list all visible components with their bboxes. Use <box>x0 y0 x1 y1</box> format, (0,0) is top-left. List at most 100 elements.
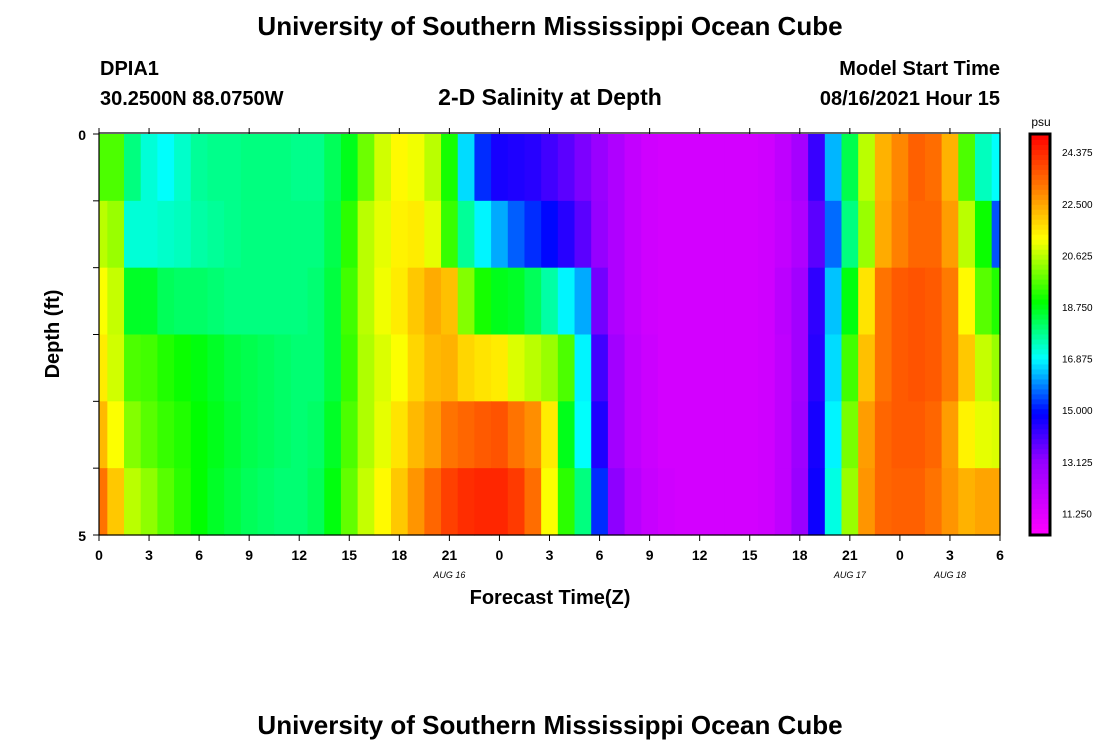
heatmap-cell <box>557 267 576 336</box>
heatmap-cell <box>240 134 259 202</box>
heatmap-cell <box>340 334 359 402</box>
heatmap-cell <box>891 468 909 536</box>
heatmap-cell <box>708 401 726 469</box>
heatmap-cell <box>457 134 476 202</box>
heatmap-cell <box>207 401 225 469</box>
heatmap-cell <box>924 401 943 469</box>
heatmap-cell <box>641 134 659 202</box>
heatmap-cell <box>791 200 809 269</box>
heatmap-cell <box>991 468 1001 536</box>
heatmap-cell <box>724 267 742 336</box>
heatmap-cell <box>858 401 876 469</box>
heatmap-cell <box>224 134 242 202</box>
heatmap-cell <box>657 468 676 536</box>
heatmap-cell <box>340 401 359 469</box>
heatmap-cell <box>207 334 225 402</box>
heatmap-cell <box>324 134 342 202</box>
heatmap-cell <box>591 267 609 336</box>
colorbar-tick-label: 24.375 <box>1062 148 1093 159</box>
x-tick-label: 0 <box>496 547 504 563</box>
x-tick-label: 0 <box>95 547 103 563</box>
heatmap-cell <box>190 334 209 402</box>
heatmap-cell <box>507 267 526 336</box>
x-tick-label: 21 <box>842 547 858 563</box>
y-tick-label: 5 <box>78 528 86 544</box>
heatmap-cell <box>657 401 676 469</box>
colorbar-swatch <box>1031 524 1049 530</box>
heatmap-cell <box>274 267 292 336</box>
heatmap-cell <box>758 334 776 402</box>
heatmap-cell <box>791 468 809 536</box>
heatmap-cell <box>190 267 209 336</box>
heatmap-cell <box>574 267 592 336</box>
page-title: University of Southern Mississippi Ocean… <box>257 11 842 41</box>
colorbar-swatch <box>1031 514 1049 520</box>
heatmap-cell <box>457 334 476 402</box>
heatmap-cell <box>257 401 275 469</box>
heatmap-cell <box>390 200 409 269</box>
heatmap-cell <box>624 134 642 202</box>
colorbar-swatch <box>1031 184 1049 191</box>
colorbar-swatch <box>1031 459 1049 465</box>
heatmap-cell <box>357 134 375 202</box>
heatmap-cell <box>140 401 158 469</box>
heatmap-cell <box>708 334 726 402</box>
x-tick-label: 3 <box>946 547 954 563</box>
heatmap-cell <box>240 401 259 469</box>
heatmap-cell <box>841 267 859 336</box>
colorbar-ticks: 24.375 22.500 20.625 18.750 16.875 15.000 13.1… <box>1062 148 1093 520</box>
colorbar-tick-label: 22.500 <box>1062 200 1093 211</box>
colorbar-swatch <box>1031 139 1049 146</box>
heatmap-cell <box>357 468 375 536</box>
heatmap-cell <box>741 401 759 469</box>
x-axis: 0 3 6 9 12 15 18 21 0 3 6 9 12 15 18 21 0 3 6 AUG 16 AUG 17 A… <box>95 128 1004 580</box>
heatmap-cell <box>157 267 175 336</box>
colorbar-swatch <box>1031 329 1049 336</box>
colorbar-swatch <box>1031 159 1049 166</box>
heatmap-cell <box>641 334 659 402</box>
heatmap-cell <box>274 134 292 202</box>
colorbar-swatch <box>1031 269 1049 276</box>
heatmap-cell <box>374 134 392 202</box>
colorbar-swatch <box>1031 419 1049 425</box>
heatmap-cell <box>991 267 1001 336</box>
colorbar-swatch <box>1031 374 1049 380</box>
colorbar-swatch <box>1031 194 1049 201</box>
heatmap-cell <box>307 134 325 202</box>
heatmap-cell <box>824 134 843 202</box>
heatmap-cell <box>290 267 309 336</box>
heatmap-cell <box>274 468 292 536</box>
x-tick-label: 6 <box>596 547 604 563</box>
heatmap-cell <box>674 468 692 536</box>
heatmap-cell <box>841 200 859 269</box>
heatmap-cell <box>457 200 476 269</box>
colorbar-frame <box>1028 132 1052 537</box>
heatmap-cell <box>591 334 609 402</box>
colorbar-swatch <box>1031 344 1049 351</box>
heatmap-cell <box>824 267 843 336</box>
heatmap-cell <box>290 334 309 402</box>
colorbar-swatch <box>1031 204 1049 211</box>
colorbar-swatch <box>1031 229 1049 236</box>
heatmap-cell <box>791 334 809 402</box>
heatmap-cell <box>474 334 492 402</box>
colorbar-swatch <box>1031 494 1049 500</box>
date-label: AUG 18 <box>933 570 966 580</box>
heatmap-cell <box>257 468 275 536</box>
heatmap-cell <box>157 200 175 269</box>
heatmap-cell <box>724 401 742 469</box>
heatmap-cell <box>324 267 342 336</box>
heatmap-cell <box>99 334 108 402</box>
heatmap-cell <box>524 401 542 469</box>
heatmap-cell <box>240 200 259 269</box>
heatmap-cell <box>99 468 108 536</box>
heatmap-cell <box>708 468 726 536</box>
colorbar-swatch <box>1031 389 1049 395</box>
heatmap-cell <box>357 334 375 402</box>
colorbar-unit: psu <box>1031 115 1050 129</box>
heatmap-cell <box>541 200 559 269</box>
heatmap-cell <box>140 200 158 269</box>
colorbar-swatch <box>1031 439 1049 445</box>
heatmap-cell <box>441 334 459 402</box>
colorbar-swatch <box>1031 324 1049 331</box>
